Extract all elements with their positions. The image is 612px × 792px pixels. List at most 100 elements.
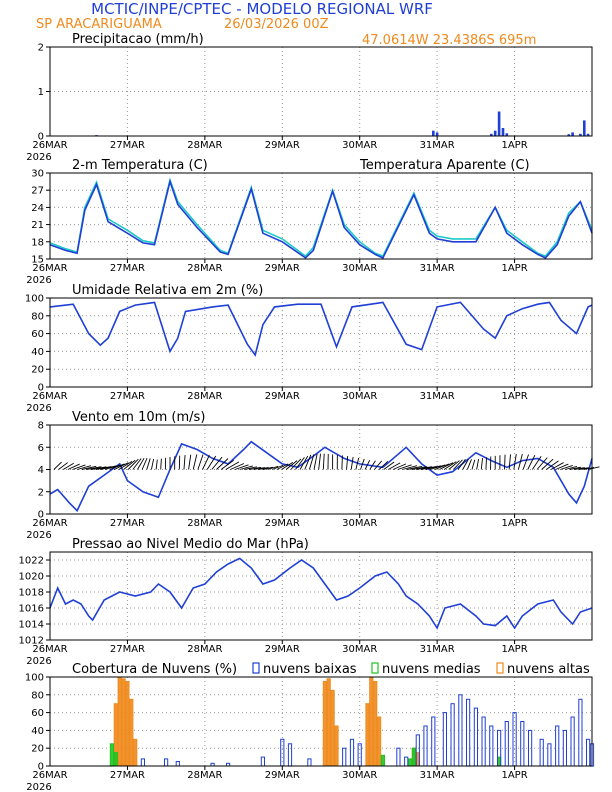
x-tick-label: 30MAR xyxy=(342,770,377,781)
wind-arrow xyxy=(434,463,450,470)
plot-frame xyxy=(49,172,593,260)
wind-arrow xyxy=(364,459,371,470)
bar-nuvens-altas xyxy=(322,681,327,767)
plot-frame xyxy=(49,297,593,388)
wind-arrow xyxy=(81,465,97,470)
bar-nuvens-baixas xyxy=(287,743,293,767)
x-tick-label: 29MAR xyxy=(265,391,300,402)
bar-nuvens-baixas xyxy=(423,725,428,767)
wind-arrow xyxy=(230,463,245,470)
y-tick-label: 1016 xyxy=(19,604,44,615)
wind-arrow xyxy=(453,459,463,470)
y-tick-label: 1022 xyxy=(19,556,44,567)
bar-nuvens-baixas xyxy=(547,743,552,767)
wind-arrow xyxy=(239,465,253,470)
x-tick-label: 29MAR xyxy=(265,644,300,655)
bar-nuvens-altas xyxy=(326,678,331,767)
wind-arrow xyxy=(276,463,289,470)
bar-nuvens-altas xyxy=(334,725,339,767)
panel-3: 0 20 40 60 80 100 26MAR 27MAR 28MAR 29MAR 30MAR 31M… xyxy=(25,283,593,414)
wind-arrow xyxy=(555,463,569,470)
wind-arrow xyxy=(522,454,530,470)
wind-arrow xyxy=(402,465,418,470)
bar-nuvens-baixas xyxy=(357,743,362,767)
wind-arrow xyxy=(369,460,376,470)
panel-2: 15 18 21 24 27 30 26MAR 27MAR 28MAR 29MAR 30MAR 31M… xyxy=(26,158,593,286)
bar-nuvens-baixas xyxy=(396,747,401,767)
series-line-ur xyxy=(49,301,593,357)
wind-arrow xyxy=(192,454,198,470)
wind-arrow xyxy=(504,454,506,470)
x-tick-label: 27MAR xyxy=(110,518,145,529)
bar-nuvens-altas xyxy=(330,689,335,767)
bar-precip xyxy=(501,128,505,136)
wind-arrow xyxy=(188,454,192,470)
bar-nuvens-baixas xyxy=(466,698,471,767)
bar-nuvens-baixas xyxy=(481,716,486,767)
y-tick-label: 2 xyxy=(38,487,44,498)
series-line-pressao xyxy=(49,557,593,630)
bar-nuvens-altas xyxy=(125,681,130,767)
wind-arrow xyxy=(374,460,383,470)
legend-item: nuvens altas xyxy=(507,662,590,677)
y-tick-label: 0 xyxy=(38,762,44,773)
header-run: 26/03/2026 00Z xyxy=(224,17,329,32)
wind-arrow xyxy=(574,467,585,470)
wind-arrow xyxy=(53,461,62,470)
wind-arrow xyxy=(308,454,315,470)
bar-precip xyxy=(579,133,582,136)
bar-nuvens-altas xyxy=(129,698,134,767)
wind-arrow xyxy=(160,458,162,470)
wind-arrow xyxy=(550,462,564,470)
panel-title: Cobertura de Nuvens (%) xyxy=(72,662,237,677)
y-tick-label: 1014 xyxy=(19,620,44,631)
panel-5: 1012 1014 1016 1018 1020 1022 26MAR 27MAR 28MAR 2… xyxy=(19,537,593,667)
legend-swatch xyxy=(496,662,504,674)
bar-nuvens-baixas xyxy=(562,729,567,767)
wind-arrow xyxy=(114,462,129,470)
x-tick-label: 29MAR xyxy=(265,518,300,529)
wind-arrow xyxy=(234,464,249,470)
y-tick-label: 1 xyxy=(38,87,44,98)
wind-arrow xyxy=(304,454,312,470)
panel-6: 0 20 40 60 80 100 26MAR 27MAR 28MAR 29MAR 30MAR 31M… xyxy=(25,662,595,792)
bar-precip xyxy=(493,130,497,136)
wind-arrow xyxy=(244,466,258,470)
plot-frame xyxy=(49,551,593,641)
y-tick-label: 0 xyxy=(38,383,44,394)
x-tick-label: 1APR xyxy=(501,644,527,655)
wind-arrow xyxy=(508,454,511,470)
wind-arrow xyxy=(290,458,302,470)
legend-temperatura-aparente: Temperatura Aparente (C) xyxy=(359,158,530,173)
bar-precip xyxy=(432,130,435,136)
bar-nuvens-baixas xyxy=(175,761,180,767)
series-line-vento xyxy=(49,440,593,513)
x-tick-label: 31MAR xyxy=(420,263,455,274)
bar-precip xyxy=(586,133,590,136)
wind-arrow xyxy=(211,456,223,470)
y-tick-label: 1012 xyxy=(19,636,44,647)
bar-nuvens-baixas xyxy=(260,756,265,767)
x-tick-label: 31MAR xyxy=(420,391,455,402)
wind-arrow xyxy=(72,464,86,470)
wind-arrow xyxy=(132,458,142,470)
bar-precip xyxy=(567,134,571,136)
y-tick-label: 6 xyxy=(38,443,44,454)
y-tick-label: 27 xyxy=(31,186,44,197)
header-title: MCTIC/INPE/CPTEC - MODELO REGIONAL WRF xyxy=(91,0,433,18)
wind-arrow xyxy=(118,461,133,470)
wind-arrow xyxy=(225,461,240,470)
wind-arrow xyxy=(541,458,554,470)
bar-nuvens-baixas xyxy=(555,725,560,767)
wind-arrow xyxy=(281,461,294,470)
wind-arrow xyxy=(95,466,112,470)
wind-arrow xyxy=(220,459,234,470)
bar-precip xyxy=(583,120,586,136)
bar-nuvens-altas xyxy=(373,681,378,767)
x-tick-label: 27MAR xyxy=(110,770,145,781)
wind-arrow xyxy=(355,457,360,470)
wind-arrow xyxy=(123,459,136,470)
y-tick-label: 80 xyxy=(31,690,44,701)
x-tick-label: 1APR xyxy=(501,263,527,274)
y-tick-label: 20 xyxy=(31,744,44,755)
